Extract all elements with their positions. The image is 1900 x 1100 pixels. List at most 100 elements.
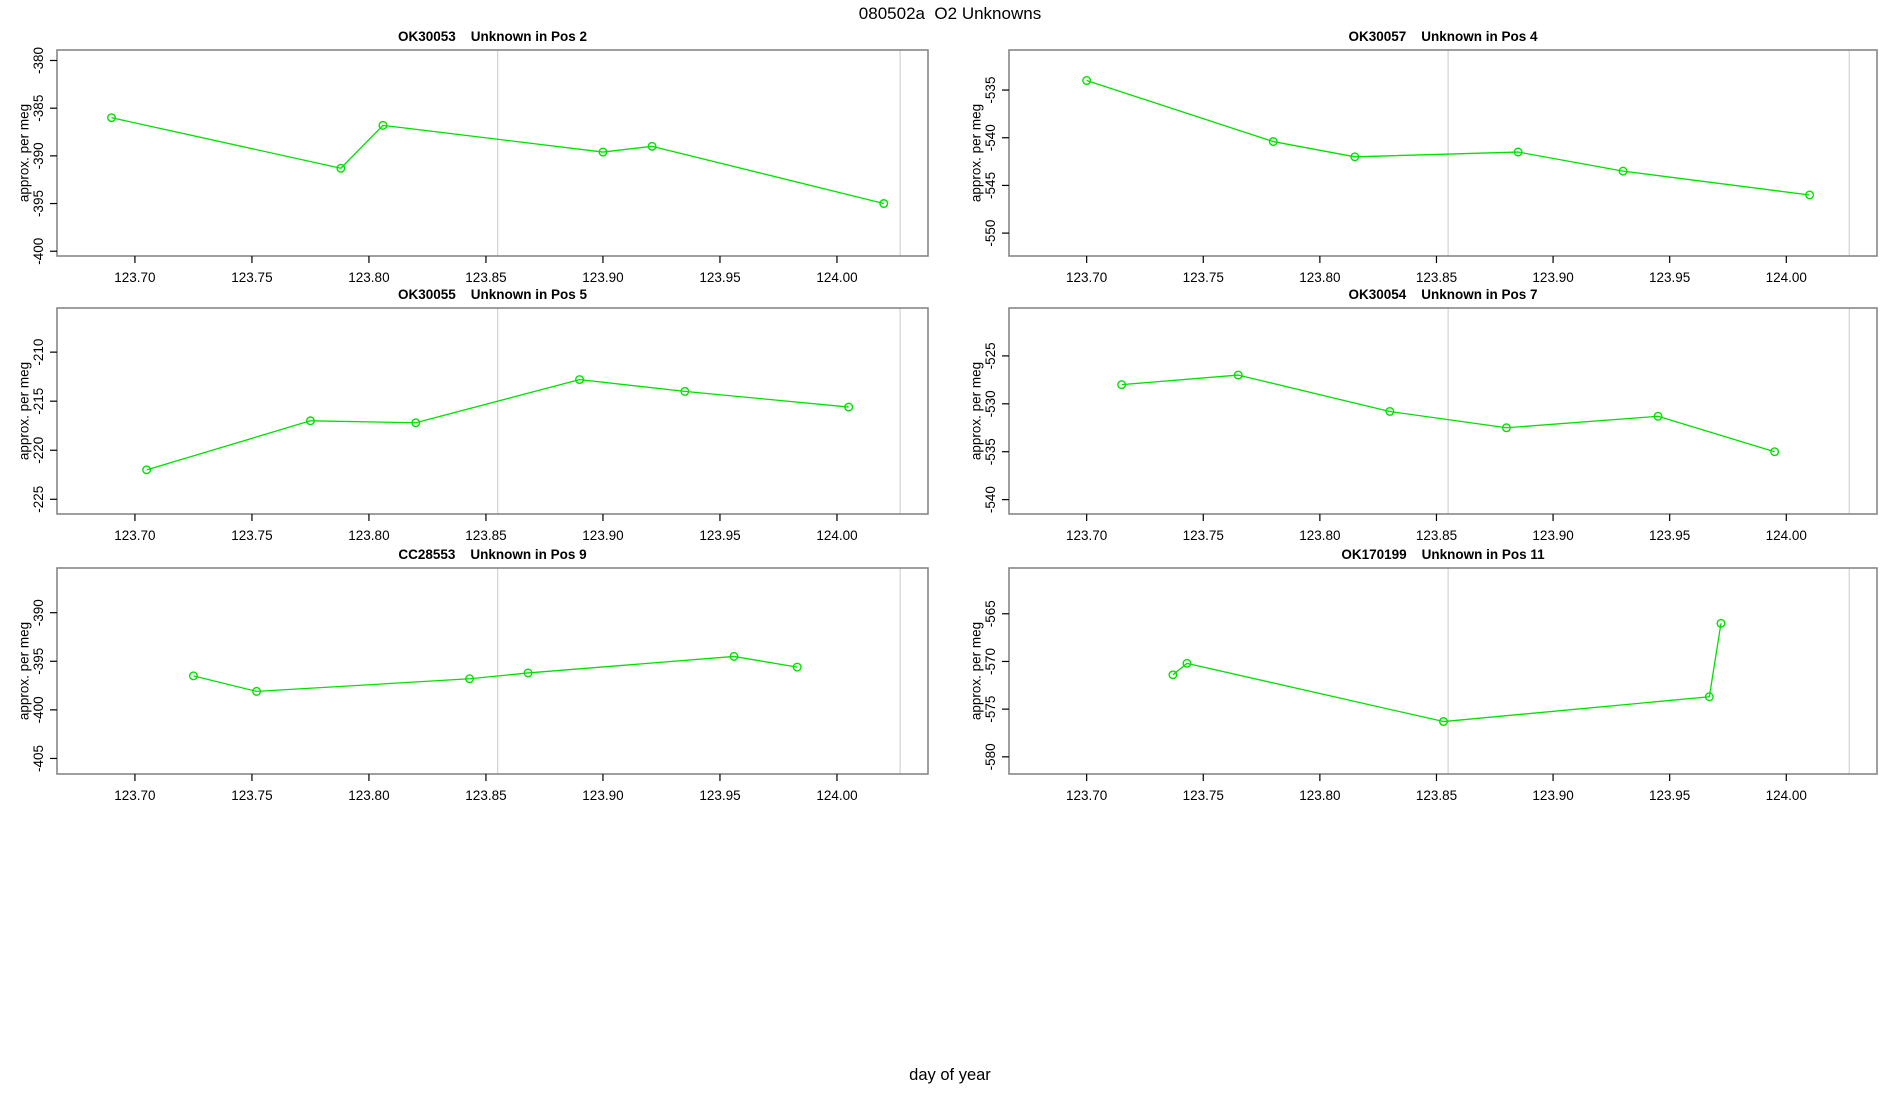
data-point-marker [598,147,608,157]
x-tick-label: 123.95 [1649,270,1690,285]
y-tick-label: -385 [31,95,46,122]
data-point-marker [1117,380,1127,390]
data-point-marker [1704,692,1714,702]
x-tick-label: 123.75 [231,528,272,543]
data-point-marker [1716,618,1726,628]
data-point-marker [1438,717,1448,727]
panel-CC28553: 123.70 123.75 123.80 123.85 123.90 123.95 124.… [31,567,929,803]
plot-box [1008,567,1878,775]
y-tick-label: -570 [983,648,998,675]
x-tick-label: 123.90 [1532,788,1573,803]
x-tick-label: 123.95 [1649,528,1690,543]
x-tick-label: 123.90 [582,270,623,285]
x-tick-label: 123.70 [114,788,155,803]
panel-OK30053: 123.70 123.75 123.80 123.85 123.90 123.95 124.… [31,47,929,285]
plot-box [56,49,929,257]
data-point-marker [252,686,262,696]
plot-box [1008,307,1878,515]
x-tick-label: 123.75 [1183,528,1224,543]
y-tick-label: -395 [31,648,46,675]
data-point-marker [1168,670,1178,680]
panel-title-pos4: OK30057 Unknown in Pos 4 [1348,29,1538,44]
y-axis-label-pos11: approx. per meg [968,621,984,721]
data-point-marker [107,113,117,123]
panel-OK170199: 123.70 123.75 123.80 123.85 123.90 123.95 124.… [983,567,1878,803]
x-tick-label: 123.70 [114,528,155,543]
x-tick-label: 124.00 [1766,270,1807,285]
x-tick-label: 123.80 [1299,528,1340,543]
x-tick-label: 123.95 [699,528,740,543]
x-tick-label: 123.85 [465,788,506,803]
x-tick-label: 123.80 [348,788,389,803]
data-point-marker [305,416,315,426]
data-point-marker [1082,76,1092,86]
panel-OK30054: 123.70 123.75 123.80 123.85 123.90 123.95 124.… [983,307,1878,543]
y-tick-label: -540 [983,486,998,513]
x-tick-label: 123.95 [1649,788,1690,803]
x-tick-label: 123.85 [1416,788,1457,803]
y-axis-label-pos9: approx. per meg [16,621,32,721]
data-point-marker [1513,147,1523,157]
y-tick-label: -550 [983,220,998,247]
y-tick-label: -210 [31,339,46,366]
y-tick-label: -525 [983,342,998,369]
data-point-marker [1501,423,1511,433]
x-tick-label: 123.75 [231,270,272,285]
data-point-marker [523,668,533,678]
series-line [111,117,884,205]
y-tick-label: -215 [31,388,46,415]
panel-title-pos7: OK30054 Unknown in Pos 7 [1348,287,1538,302]
data-point-marker [411,418,421,428]
x-axis-shared-label: day of year [909,1066,991,1084]
y-tick-label: -545 [983,172,998,199]
page-title: 080502a O2 Unknowns [858,4,1042,23]
y-tick-label: -400 [31,238,46,265]
panel-title-pos9: CC28553 Unknown in Pos 9 [398,547,587,562]
panel-title-pos11: OK170199 Unknown in Pos 11 [1341,547,1545,562]
y-axis-label-pos5: approx. per meg [16,361,32,461]
data-point-marker [792,662,802,672]
x-tick-label: 123.85 [465,528,506,543]
x-tick-label: 123.80 [348,528,389,543]
y-tick-label: -530 [983,390,998,417]
data-point-marker [1805,190,1815,200]
y-tick-label: -540 [983,124,998,151]
x-tick-label: 123.90 [582,788,623,803]
x-tick-label: 123.70 [114,270,155,285]
y-tick-label: -390 [31,142,46,169]
x-tick-label: 123.75 [231,788,272,803]
y-tick-label: -405 [31,745,46,772]
data-point-marker [844,402,854,412]
y-tick-label: -535 [983,438,998,465]
y-axis-label-pos2: approx. per meg [16,103,32,203]
plot-box [56,307,929,515]
y-tick-label: -535 [983,77,998,104]
series-line [146,378,849,471]
data-point-marker [1770,447,1780,457]
data-point-marker [378,120,388,130]
panel-OK30055: 123.70 123.75 123.80 123.85 123.90 123.95 124.… [31,307,929,543]
data-point-marker [336,163,346,173]
x-tick-label: 123.80 [1299,270,1340,285]
data-point-marker [1350,152,1360,162]
series-line [1172,623,1722,723]
x-tick-label: 124.00 [1766,788,1807,803]
data-point-marker [680,386,690,396]
plot-box [56,567,929,775]
y-tick-label: -380 [31,47,46,74]
panel-title-pos2: OK30053 Unknown in Pos 2 [397,29,588,44]
y-tick-label: -395 [31,190,46,217]
data-point-marker [879,199,889,209]
panel-OK30057: 123.70 123.75 123.80 123.85 123.90 123.95 124.… [983,49,1878,285]
data-point-marker [729,651,739,661]
x-tick-label: 123.75 [1183,270,1224,285]
x-tick-label: 123.95 [699,788,740,803]
y-axis-label-pos4: approx. per meg [968,103,984,203]
x-tick-label: 123.70 [1066,270,1107,285]
x-tick-label: 123.85 [1416,270,1457,285]
x-tick-label: 123.90 [1532,270,1573,285]
x-tick-label: 123.70 [1066,528,1107,543]
data-point-marker [647,141,657,151]
